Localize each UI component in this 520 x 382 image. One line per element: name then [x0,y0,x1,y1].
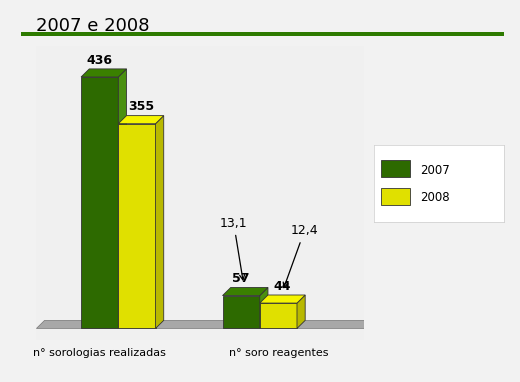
Text: 436: 436 [87,53,113,66]
Polygon shape [260,288,268,329]
Polygon shape [81,69,126,77]
Text: 2008: 2008 [420,191,449,204]
Text: 12,4: 12,4 [283,224,318,288]
Bar [119,124,155,329]
Polygon shape [119,69,126,329]
Polygon shape [36,320,372,329]
Bar [260,303,297,329]
Text: 2007 e 2008: 2007 e 2008 [36,17,150,35]
Bar [81,77,119,329]
Bar [381,160,410,177]
Polygon shape [297,295,305,329]
Text: 44: 44 [274,280,291,293]
Polygon shape [119,116,164,124]
Text: 2007: 2007 [420,164,450,177]
Text: 355: 355 [128,100,154,113]
Polygon shape [155,116,164,329]
Text: 57: 57 [232,272,250,285]
Polygon shape [260,295,305,303]
Text: 13,1: 13,1 [220,217,248,280]
Bar [223,296,260,329]
Polygon shape [223,288,268,296]
Bar [381,188,410,205]
